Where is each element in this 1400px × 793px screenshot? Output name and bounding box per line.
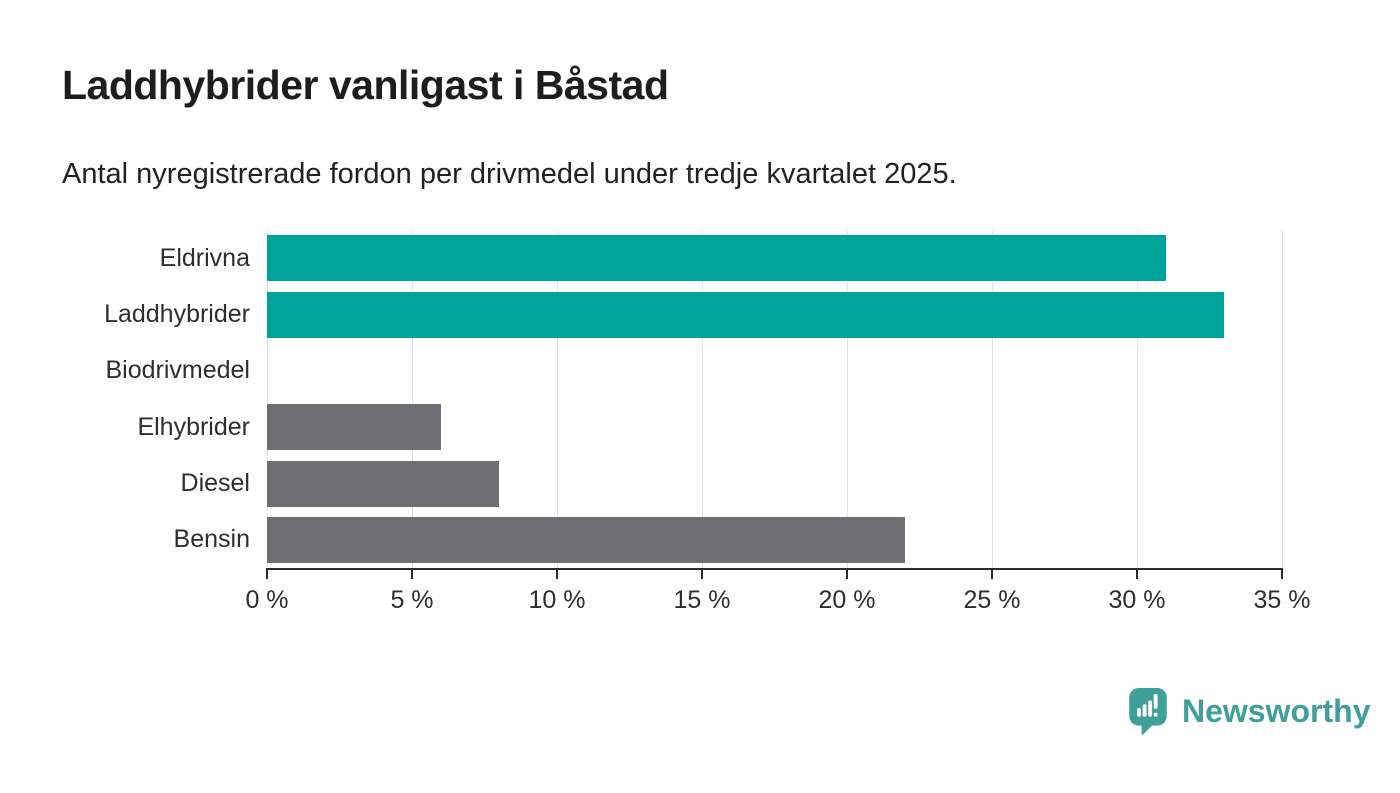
bar [267,516,905,563]
bar [267,404,441,451]
x-axis-tick [701,568,703,579]
category-label: Eldrivna [159,243,250,272]
x-axis-tick-label: 15 % [673,586,731,614]
gridline [992,230,993,568]
x-axis-tick-label: 25 % [963,586,1021,614]
x-axis-tick [411,568,413,579]
bar [267,291,1224,338]
bar [267,460,499,507]
newsworthy-logo-icon [1129,688,1167,741]
x-axis-tick [1281,568,1283,579]
x-axis-tick [266,568,268,579]
gridline [1137,230,1138,568]
category-label: Bensin [173,525,250,554]
category-label: Biodrivmedel [105,356,250,385]
gridline [412,230,413,568]
newsworthy-logo: Newsworthy [1129,688,1370,741]
gridline [847,230,848,568]
newsworthy-logo-text: Newsworthy [1182,693,1371,729]
x-axis-line [267,568,1283,570]
gridline [557,230,558,568]
category-label: Laddhybrider [104,299,250,328]
plot-area [267,230,1283,568]
gridline [702,230,703,568]
category-labels: Eldrivna Laddhybrider Biodrivmedel Elhybrid… [0,230,250,568]
x-axis-tick [846,568,848,579]
x-axis-tick-label: 35 % [1253,586,1311,614]
x-axis-tick-label: 5 % [390,586,434,614]
chart-subtitle: Antal nyregistrerade fordon per drivmede… [62,158,957,190]
x-axis-tick-label: 10 % [528,586,586,614]
x-axis-tick [1136,568,1138,579]
x-axis-tick-label: 30 % [1108,586,1166,614]
x-axis-tick [991,568,993,579]
gridline [267,230,268,568]
x-axis-tick-label: 0 % [245,586,289,614]
x-axis-tick [556,568,558,579]
chart-title: Laddhybrider vanligast i Båstad [62,62,669,108]
bar [267,235,1166,282]
category-label: Elhybrider [137,412,250,441]
category-label: Diesel [180,468,250,497]
gridline [1282,230,1283,568]
x-axis-tick-label: 20 % [818,586,876,614]
